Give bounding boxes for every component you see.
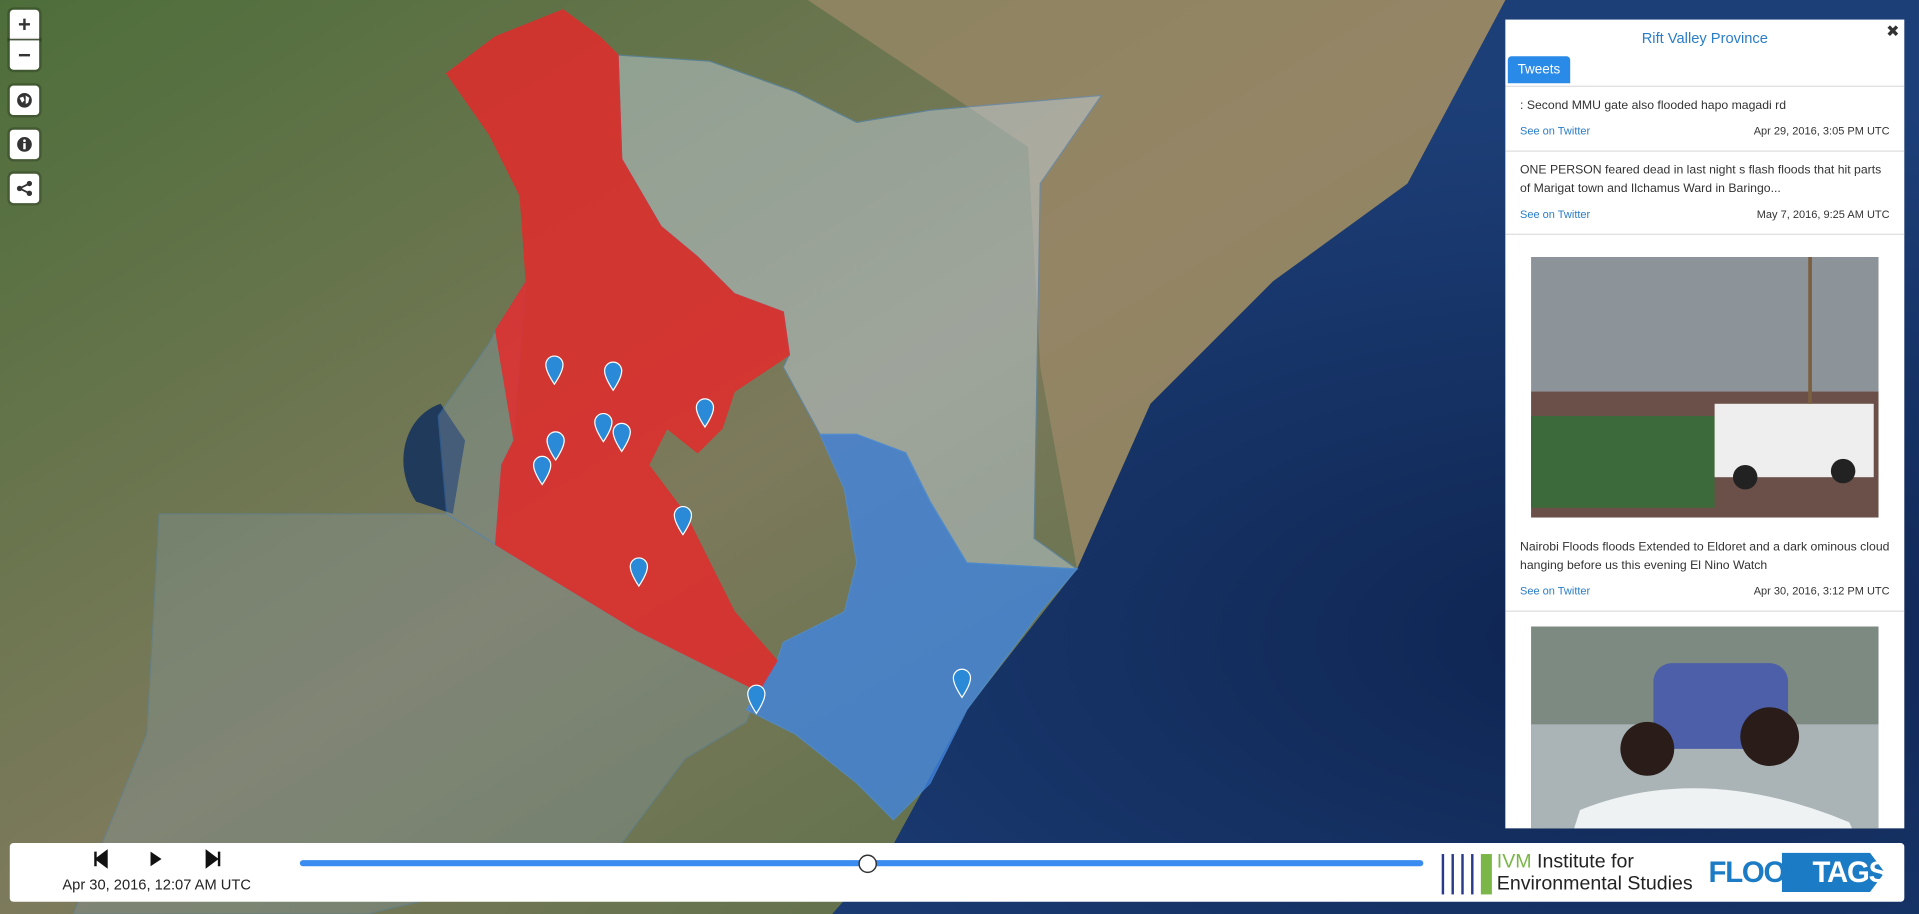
rift-valley-province[interactable] (445, 9, 791, 693)
next-button[interactable] (205, 849, 221, 869)
previous-button[interactable] (94, 849, 108, 869)
tweets-tab[interactable]: Tweets (1507, 56, 1571, 84)
tweet: ONE PERSON feared dead in last night s f… (1505, 152, 1905, 235)
globe-button[interactable] (9, 85, 40, 116)
panel-title: Rift Valley Province (1641, 29, 1768, 47)
desert (807, 0, 1506, 569)
tweet-photo (1531, 256, 1879, 518)
tweet: Nairobi Floods floods Extended to Eldore… (1505, 235, 1905, 612)
tweet-text: Nairobi Floods floods Extended to Eldore… (1520, 540, 1890, 573)
slider-handle[interactable] (858, 854, 878, 874)
marker[interactable] (629, 557, 649, 588)
marker[interactable] (612, 422, 631, 453)
share-button[interactable] (9, 173, 40, 204)
registered-mark: ® (1887, 861, 1896, 875)
tweet-link[interactable]: See on Twitter (1520, 584, 1591, 598)
marker[interactable] (594, 412, 613, 443)
markers (532, 355, 972, 715)
info-icon (17, 137, 32, 152)
timeline-date: Apr 30, 2016, 12:07 AM UTC (62, 876, 251, 894)
timeline-bar: Apr 30, 2016, 12:07 AM UTC IVM Institute… (9, 843, 1905, 902)
timeline-controls (94, 849, 1885, 895)
tags-word: TAGS (1812, 856, 1889, 890)
tweet-date: Apr 30, 2016, 3:12 PM UTC (1753, 584, 1890, 598)
zoom-out[interactable]: − (9, 40, 40, 70)
info-button[interactable] (9, 129, 40, 160)
tweet-link[interactable]: See on Twitter (1520, 208, 1591, 221)
marker[interactable] (673, 505, 693, 536)
tweet-link[interactable]: See on Twitter (1520, 124, 1591, 138)
floodtags-badge (1704, 852, 1885, 892)
ivm-abbr: IVM (1496, 851, 1532, 873)
close-button[interactable]: ✖ (1886, 22, 1900, 41)
globe-icon (17, 92, 32, 108)
marker[interactable] (952, 668, 972, 699)
flood-word: FLOOD (1708, 856, 1806, 890)
tweet-date: May 7, 2016, 9:25 AM UTC (1756, 208, 1890, 221)
marker[interactable] (545, 355, 564, 386)
floodtags-logo: FLOOD TAGS® (1708, 856, 1896, 890)
lake-victoria (403, 403, 466, 514)
ivm-line1: Institute for (1537, 851, 1634, 873)
ivm-text: IVM Institute for Environmental Studies (1497, 852, 1693, 896)
ivm-logo (1441, 854, 1492, 895)
tweet-text: : Second MMU gate also flooded hapo maga… (1520, 99, 1787, 113)
marker[interactable] (532, 455, 552, 486)
tweet-photo (1531, 626, 1879, 829)
zoom-in[interactable]: + (9, 9, 40, 40)
marker[interactable] (747, 684, 766, 715)
info-panel: Rift Valley Province ✖ Tweets : Second M… (1505, 19, 1905, 829)
tweet: : Second MMU gate also flooded hapo maga… (1505, 87, 1905, 152)
marker[interactable] (603, 361, 623, 392)
tweet-text: ONE PERSON feared dead in last night s f… (1520, 163, 1882, 196)
play-button[interactable] (150, 851, 162, 867)
coast-province[interactable] (745, 433, 1079, 821)
share-icon (16, 180, 33, 197)
marker[interactable] (546, 431, 565, 462)
ivm-line2: Environmental Studies (1496, 873, 1693, 895)
tweet-date: Apr 29, 2016, 3:05 PM UTC (1753, 124, 1890, 138)
marker[interactable] (695, 398, 715, 429)
